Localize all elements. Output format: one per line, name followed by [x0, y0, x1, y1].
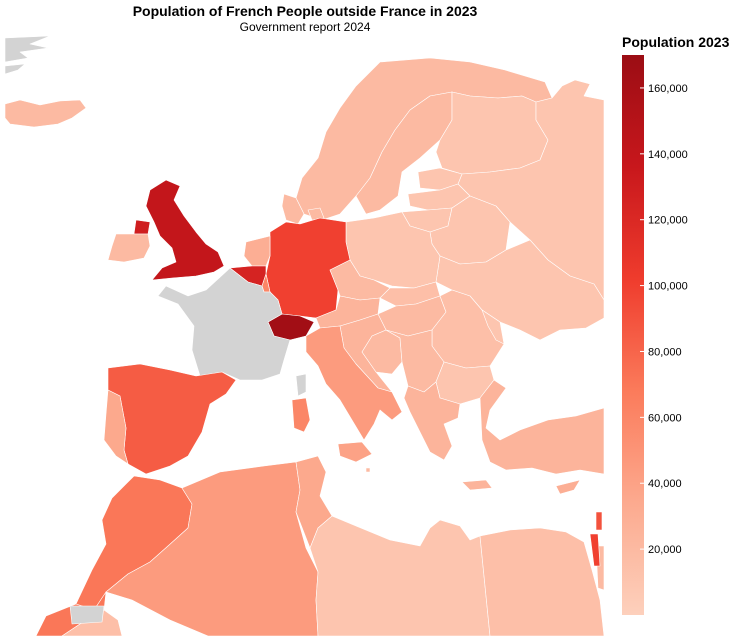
region-Lebanon: [595, 511, 603, 531]
region-Iceland: [4, 99, 87, 128]
region-Greece: [403, 381, 461, 461]
legend-tick-label: 20,000: [648, 544, 682, 556]
legend-tick-label: 120,000: [648, 215, 688, 227]
region-Greenland: [4, 35, 51, 63]
region-Cyprus: [555, 479, 581, 495]
region-Denmark: [307, 207, 325, 221]
legend-tick-label: 80,000: [648, 346, 682, 358]
legend-tick-label: 140,000: [648, 149, 688, 161]
legend-colorbar: [622, 55, 644, 615]
region-Moldova: [481, 309, 505, 345]
region-Sicily: [337, 441, 373, 463]
region-Crete: [461, 479, 493, 491]
color-legend: 20,000 40,000 60,000 80,000 100,000 120,000 14…: [622, 55, 688, 615]
region-Turkey: [479, 379, 605, 475]
legend-title: Population 2023: [622, 34, 730, 50]
legend-tick-label: 100,000: [648, 281, 688, 293]
region-Libya: [309, 515, 491, 637]
legend-tick-label: 40,000: [648, 478, 682, 490]
region-Western-Sahara-gap: [69, 605, 105, 625]
region-Corsica: [295, 373, 307, 397]
region-Malta: [365, 467, 371, 473]
map-subtitle: Government report 2024: [239, 20, 371, 34]
region-Netherlands: [243, 235, 271, 267]
region-Finland: [435, 91, 549, 175]
region-Israel: [589, 533, 601, 567]
region-Ireland: [107, 233, 151, 263]
region-Greenland: [4, 63, 26, 75]
region-Italy: [305, 325, 403, 441]
region-Portugal: [103, 389, 129, 465]
legend-tick-label: 60,000: [648, 412, 682, 424]
choropleth-map: [4, 35, 605, 637]
legend-tick-label: 160,000: [648, 83, 688, 95]
region-Sardinia: [291, 397, 311, 433]
region-Mauritania: [61, 609, 123, 637]
region-United-Kingdom: [145, 179, 225, 281]
region-Spain: [107, 363, 237, 475]
region-Egypt: [479, 527, 605, 637]
map-title: Population of French People outside Fran…: [132, 3, 478, 19]
region-France: [157, 267, 291, 381]
region-Northern-Ireland-detail: [133, 219, 151, 235]
